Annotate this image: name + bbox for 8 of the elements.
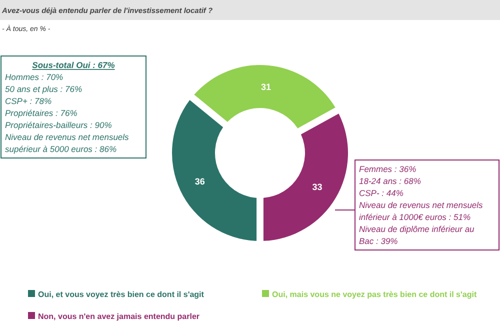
- legend-label: Oui, et vous voyez très bien ce dont il s'agit: [38, 290, 204, 299]
- data-label: 33: [312, 182, 322, 192]
- data-label: 36: [194, 176, 205, 186]
- legend-label: Oui, mais vous ne voyez pas très bien ce dont il s'agit: [272, 290, 477, 299]
- text: Femmes : 36% 18-24 ans : 68% CSP- : 44% Niveau de revenus net mensuels inférieur à 1000€ euros : 51% Niveau de diplôme inférieur au Bac : 39%: [359, 164, 484, 246]
- text: Sous-total Oui : 67% Hommes : 70% 50 ans et plus : 76% CSP+ : 78% Propriétaires : 76% Propriétaires-bailleurs : 90% Niveau de revenus net mensuels supérieur à 5000 euros : 86%: [5, 60, 130, 154]
- data-label: 31: [261, 82, 272, 92]
- legend-label: Non, vous n'en avez jamais entendu parler: [38, 312, 200, 321]
